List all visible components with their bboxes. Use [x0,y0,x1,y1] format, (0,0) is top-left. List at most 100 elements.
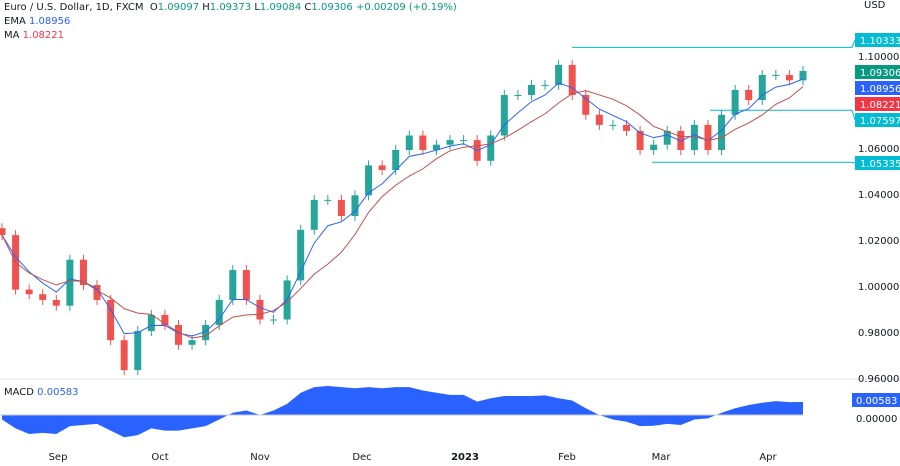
candle-body [0,228,6,236]
candle [0,223,6,241]
candle-body [297,229,305,281]
price-tag-label: 1.08221 [860,100,900,111]
candle [215,294,223,331]
candle [66,254,74,311]
candle [636,125,644,155]
candle-body [432,144,440,150]
x-tick-label: 2023 [451,452,479,463]
y-tick-label: 0.98000 [858,328,899,339]
symbol-title: Euro / U.S. Dollar, 1D, FXCM [4,2,144,13]
macd-tag-bg [852,393,900,407]
candle-body [555,64,563,85]
y-tick-label: 1.10000 [858,52,899,63]
candle [324,194,332,205]
candle [310,194,318,235]
candle-body [365,165,373,196]
candle [527,79,535,101]
price-tag: 1.05335 [855,156,900,170]
candle [120,335,128,376]
candle [378,160,386,175]
candle [351,190,359,221]
candle [270,314,278,325]
candle [202,320,210,346]
candle [25,284,33,300]
candle-body [310,199,318,230]
candle [52,294,60,311]
y-tick-label: 1.00000 [858,282,899,293]
candle-body [120,340,128,371]
high-value: 1.09373 [209,2,252,13]
candle [623,119,631,136]
candle [650,139,658,155]
candle-body [392,149,400,170]
candle-body [351,195,359,216]
candle-body [242,270,250,300]
price-tag-bg [855,97,900,111]
candle-body [25,289,33,295]
candle-body [500,95,508,136]
level-line [652,161,856,164]
candle-body [663,130,671,145]
price-tag: 1.08221 [855,97,900,111]
macd-area [2,386,803,438]
candle-body [174,325,182,345]
candle-body [378,165,386,170]
candle [419,130,427,155]
candle-body [650,144,658,150]
candle [365,160,373,201]
price-tag-bg [855,81,900,95]
candle-body [39,294,47,300]
candle-body [52,299,60,306]
candle [446,135,454,150]
candle [432,139,440,155]
candle-body [718,114,726,150]
y-tick-label: 0.96000 [858,374,899,385]
candle-body [215,299,223,326]
price-tag: 1.07597 [855,113,900,127]
price-tag-label: 1.10333 [860,36,900,47]
candle [256,294,264,325]
candle-body [66,259,74,306]
candle [785,70,793,86]
candle [174,320,182,350]
level-line [710,109,856,121]
candle [39,289,47,305]
candle [799,65,807,86]
ma-value: 1.08221 [22,30,65,41]
price-tag-label: 1.09306 [860,68,900,79]
candle-body [745,89,753,101]
open-value: 1.09097 [157,2,200,13]
candle-body [785,75,793,81]
macd-value: 0.00583 [37,387,79,398]
change-value: +0.00209 (+0.19%) [355,2,457,13]
candle [758,70,766,106]
candle [514,90,522,101]
candle-body [446,140,454,145]
candle-body [690,124,698,150]
candle [297,224,305,286]
candle-body [324,199,332,201]
macd-zero-label: 0.00000 [856,414,897,425]
candle-body [731,89,739,115]
candle [609,119,617,130]
candle [134,326,142,376]
ma-label: MA [4,30,20,41]
candle [595,109,603,130]
low-value: 1.09084 [259,2,302,13]
ema-line [1,78,804,337]
candle-body [188,340,196,345]
candle [79,254,87,290]
candle [690,119,698,155]
currency-label: USD [864,0,886,11]
price-tag-label: 1.05335 [860,159,900,170]
price-tag: 1.09306 [855,65,900,79]
candle-body [229,270,237,300]
candle-body [772,75,780,77]
candle-body [704,124,712,150]
x-tick-label: Apr [759,452,777,463]
price-tag: 1.08956 [855,81,900,95]
price-tag-label: 1.07597 [860,116,900,127]
candle-body [623,124,631,131]
ma-line [1,86,804,339]
